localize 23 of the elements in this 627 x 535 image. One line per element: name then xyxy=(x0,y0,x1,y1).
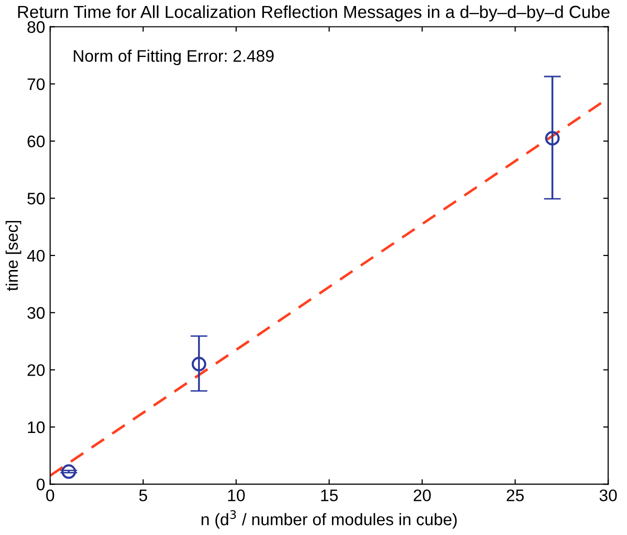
y-tick-label: 60 xyxy=(28,136,45,148)
chart-title: Return Time for All Localization Reflection Messages in a d–by–d–by–d Cube xyxy=(18,5,610,22)
point xyxy=(192,356,206,372)
y-tick-label: 20 xyxy=(28,364,45,376)
x-tick-label: 20 xyxy=(414,489,431,502)
x-tick-label: 15 xyxy=(321,490,338,502)
y-tick-label: 70 xyxy=(28,78,45,90)
y-tick-label: 30 xyxy=(27,307,45,319)
point xyxy=(61,464,76,479)
x-axis-title: n (d$^{3}$ / number of modules in cube) xyxy=(202,510,457,529)
x-tick-label: 0 xyxy=(46,489,54,502)
x-tick-label: 30 xyxy=(600,489,617,502)
y-tick-label: 50 xyxy=(27,192,45,204)
x-tick-label: 10 xyxy=(228,489,245,502)
point xyxy=(545,130,560,146)
y-tick-label: 0 xyxy=(36,478,45,490)
y-tick-label: 10 xyxy=(28,421,45,434)
x-tick-label: 25 xyxy=(506,489,524,502)
x-tick-label: 5 xyxy=(139,490,148,502)
y-axis-title: time [sec] xyxy=(6,220,22,291)
annotation: Norm of Fitting Error: 2.489 xyxy=(74,50,274,66)
y-tick-label: 40 xyxy=(27,250,45,262)
y-tick-label: 80 xyxy=(27,21,45,33)
